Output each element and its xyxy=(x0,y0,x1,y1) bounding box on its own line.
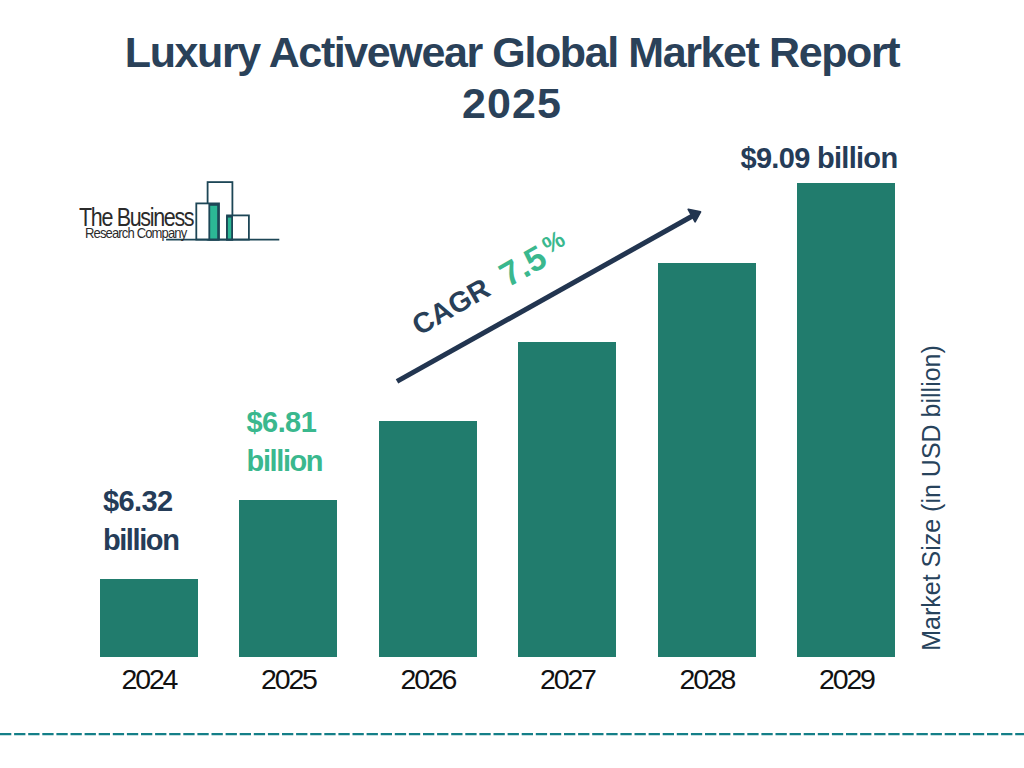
svg-text:CAGR: CAGR xyxy=(406,272,495,341)
